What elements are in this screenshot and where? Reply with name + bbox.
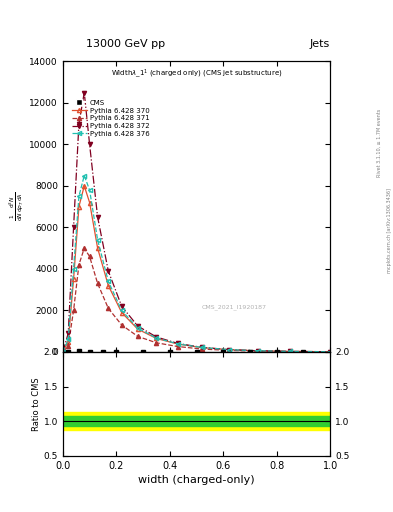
Pythia 6.428 370 [154,335,159,342]
Y-axis label: Ratio to CMS: Ratio to CMS [32,377,41,431]
Pythia 6.428 372 [66,330,71,336]
Pythia 6.428 371 [106,305,111,311]
Pythia 6.428 376 [77,193,81,199]
Line: Pythia 6.428 372: Pythia 6.428 372 [61,91,332,354]
Pythia 6.428 370 [135,326,140,332]
Pythia 6.428 376 [61,349,65,355]
Text: 13000 GeV pp: 13000 GeV pp [86,38,165,49]
CMS [221,349,226,355]
Pythia 6.428 376 [95,237,100,243]
Line: Pythia 6.428 370: Pythia 6.428 370 [61,184,332,354]
CMS [301,349,306,355]
Pythia 6.428 372 [288,348,292,354]
Pythia 6.428 376 [106,279,111,285]
Pythia 6.428 372 [226,347,231,353]
Pythia 6.428 372 [106,268,111,274]
Pythia 6.428 371 [77,262,81,268]
Text: CMS_2021_I1920187: CMS_2021_I1920187 [202,304,267,310]
Pythia 6.428 370 [71,276,76,283]
Pythia 6.428 370 [77,204,81,210]
Pythia 6.428 370 [200,345,204,351]
CMS [114,349,119,355]
Pythia 6.428 370 [66,338,71,345]
Pythia 6.428 376 [288,348,292,354]
Pythia 6.428 371 [82,245,86,251]
Pythia 6.428 371 [175,344,180,350]
Pythia 6.428 372 [82,90,86,96]
Pythia 6.428 372 [200,344,204,350]
Pythia 6.428 376 [175,341,180,347]
Pythia 6.428 372 [61,349,65,355]
Pythia 6.428 371 [135,333,140,339]
CMS [77,348,81,354]
Line: Pythia 6.428 371: Pythia 6.428 371 [61,246,332,354]
Pythia 6.428 372 [71,224,76,230]
Pythia 6.428 371 [61,349,65,355]
Pythia 6.428 370 [328,349,332,355]
Pythia 6.428 376 [154,335,159,341]
Pythia 6.428 376 [82,173,86,179]
Pythia 6.428 372 [255,348,260,354]
Pythia 6.428 371 [66,343,71,349]
Legend: CMS, Pythia 6.428 370, Pythia 6.428 371, Pythia 6.428 372, Pythia 6.428 376: CMS, Pythia 6.428 370, Pythia 6.428 371,… [72,100,149,137]
Pythia 6.428 372 [154,334,159,340]
CMS [248,349,252,355]
Pythia 6.428 376 [328,349,332,355]
Pythia 6.428 371 [255,348,260,354]
Pythia 6.428 370 [175,341,180,347]
Pythia 6.428 372 [175,340,180,347]
Text: Width$\lambda\_1^1$ (charged only) (CMS jet substructure): Width$\lambda\_1^1$ (charged only) (CMS … [111,67,282,80]
Pythia 6.428 371 [226,347,231,353]
Pythia 6.428 370 [95,245,100,251]
Text: Jets: Jets [310,38,330,49]
Pythia 6.428 372 [87,141,92,147]
Pythia 6.428 371 [87,253,92,260]
Pythia 6.428 372 [328,349,332,355]
CMS [87,349,92,355]
Pythia 6.428 371 [328,349,332,355]
Pythia 6.428 372 [135,323,140,329]
Pythia 6.428 376 [255,348,260,354]
Pythia 6.428 372 [95,214,100,220]
Text: mcplots.cern.ch [arXiv:1306.3436]: mcplots.cern.ch [arXiv:1306.3436] [387,188,391,273]
Line: CMS: CMS [66,349,305,354]
Text: Rivet 3.1.10, ≥ 1.7M events: Rivet 3.1.10, ≥ 1.7M events [377,109,382,178]
CMS [141,349,145,355]
Pythia 6.428 376 [200,345,204,351]
Pythia 6.428 376 [226,347,231,353]
Pythia 6.428 370 [82,183,86,189]
X-axis label: width (charged-only): width (charged-only) [138,475,255,485]
Pythia 6.428 376 [119,307,124,313]
CMS [167,349,172,355]
Pythia 6.428 371 [95,281,100,287]
Pythia 6.428 371 [154,340,159,346]
Pythia 6.428 370 [119,309,124,315]
Pythia 6.428 370 [255,348,260,354]
Pythia 6.428 376 [87,187,92,193]
CMS [194,349,199,355]
CMS [101,349,105,355]
Y-axis label: $\frac{1}{\mathrm{d}N}\frac{\mathrm{d}^2 N}{\mathrm{d}p_T\,\mathrm{d}\lambda}$: $\frac{1}{\mathrm{d}N}\frac{\mathrm{d}^2… [8,192,26,221]
Pythia 6.428 376 [71,266,76,272]
Pythia 6.428 370 [106,283,111,289]
Pythia 6.428 372 [77,121,81,127]
Pythia 6.428 376 [135,325,140,331]
Pythia 6.428 371 [288,349,292,355]
CMS [274,349,279,355]
Line: Pythia 6.428 376: Pythia 6.428 376 [61,174,332,354]
Pythia 6.428 370 [87,200,92,206]
Pythia 6.428 371 [200,346,204,352]
Pythia 6.428 370 [288,348,292,354]
Pythia 6.428 371 [119,322,124,328]
Pythia 6.428 372 [119,303,124,309]
Pythia 6.428 370 [61,349,65,355]
Pythia 6.428 376 [66,336,71,343]
Pythia 6.428 370 [226,347,231,353]
Pythia 6.428 371 [71,307,76,313]
CMS [66,349,71,355]
